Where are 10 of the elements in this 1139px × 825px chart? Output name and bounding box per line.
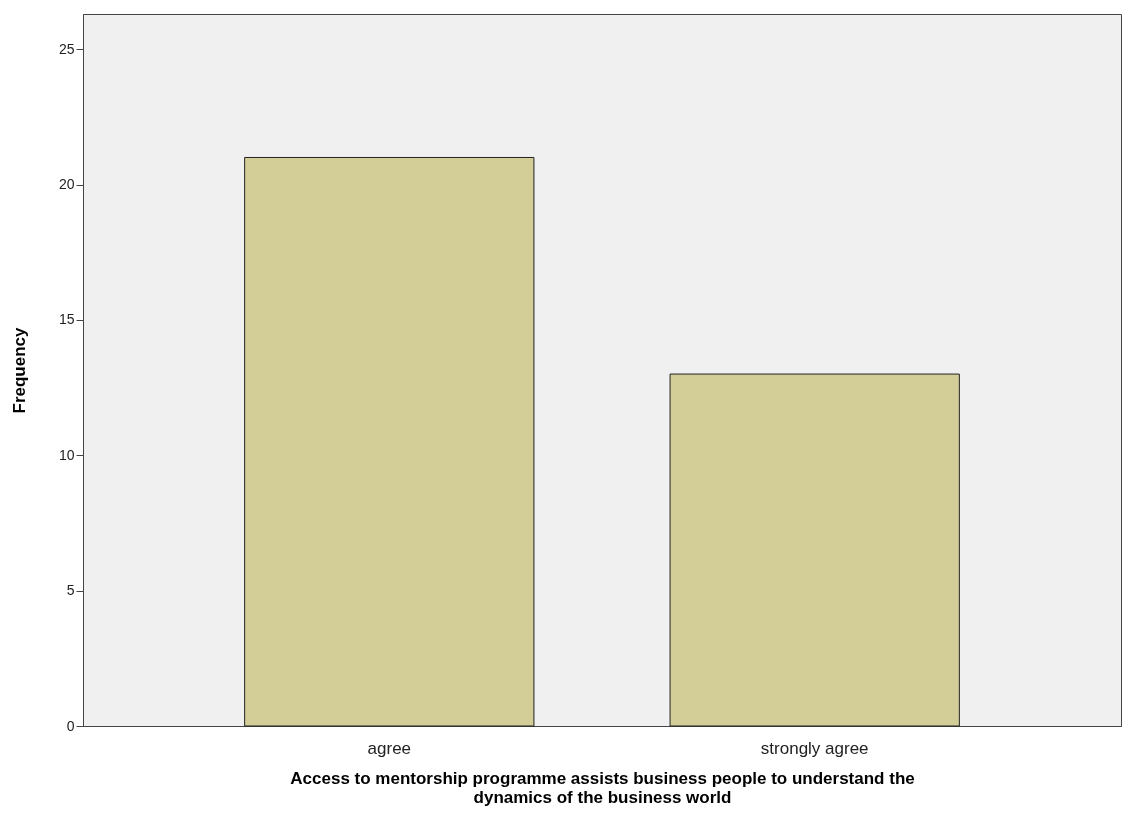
y-tick-label: 15 bbox=[58, 311, 75, 328]
y-tick-label: 25 bbox=[58, 40, 75, 57]
y-tick-label: 0 bbox=[66, 717, 75, 734]
x-tick-label: agree bbox=[367, 738, 412, 758]
y-axis-title: Frequency bbox=[9, 326, 29, 414]
y-tick-label: 5 bbox=[66, 582, 75, 599]
y-tick-label: 10 bbox=[58, 446, 75, 463]
y-tick-label: 20 bbox=[58, 176, 75, 193]
x-tick-label: strongly agree bbox=[760, 738, 869, 758]
x-axis-title: Access to mentorship programme assists business people to understand the dynamics of the business world bbox=[290, 768, 915, 807]
